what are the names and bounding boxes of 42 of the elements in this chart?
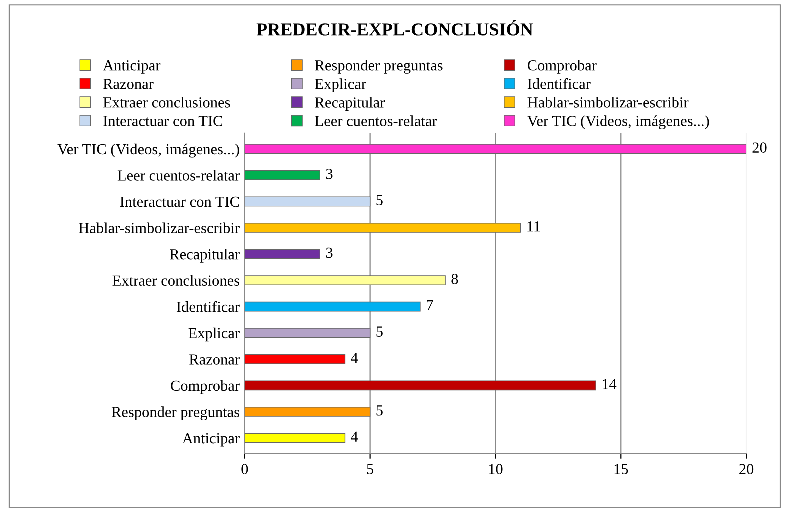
y-tick-label: Responder preguntas <box>112 406 240 421</box>
data-label: 5 <box>376 406 383 416</box>
legend-label: Hablar-simbolizar-escribir <box>528 97 689 108</box>
data-label: 4 <box>351 353 358 364</box>
y-tick-label: Comprobar <box>171 380 240 394</box>
data-label: 8 <box>452 274 458 284</box>
data-label: 14 <box>602 379 617 390</box>
legend-label: Comprobar <box>528 60 597 74</box>
y-tick-label: Anticipar <box>182 433 240 447</box>
x-tick-label: 20 <box>740 464 754 474</box>
x-tick-label: 5 <box>367 464 374 474</box>
y-tick-label: Explicar <box>188 328 240 342</box>
legend-label: Anticipar <box>103 60 161 74</box>
x-tick-label: 0 <box>242 464 248 474</box>
y-tick-label: Identificar <box>176 301 240 312</box>
legend-label: Extraer conclusiones <box>103 97 230 108</box>
data-label: 20 <box>752 142 767 153</box>
y-tick-label: Leer cuentos-relatar <box>118 170 240 181</box>
legend-label: Razonar <box>103 79 154 90</box>
chart-title: PREDECIR-EXPL-CONCLUSIÓN <box>256 20 534 36</box>
data-label: 11 <box>528 222 540 232</box>
y-tick-label: Razonar <box>190 354 240 365</box>
y-tick-label: Extraer conclusiones <box>112 275 240 286</box>
y-tick-label: Interactuar con TIC <box>120 196 240 208</box>
y-tick-label: Ver TIC (Videos, imágenes...) <box>58 144 240 158</box>
legend-label: Ver TIC (Videos, imágenes...) <box>528 116 710 130</box>
data-label: 3 <box>326 168 333 180</box>
legend-label: Identificar <box>528 78 591 90</box>
legend-label: Recapitular <box>315 97 386 111</box>
x-tick-label: 10 <box>489 464 503 474</box>
legend-label: Explicar <box>315 78 366 92</box>
y-tick-label: Hablar-simbolizar-escribir <box>79 222 240 234</box>
legend-label: Leer cuentos-relatar <box>315 116 438 126</box>
legend-label: Interactuar con TIC <box>104 116 222 126</box>
y-tick-label: Recapitular <box>170 248 240 263</box>
data-label: 7 <box>427 300 434 311</box>
data-label: 3 <box>326 248 333 258</box>
x-tick-label: 15 <box>614 464 628 474</box>
data-label: 4 <box>351 432 358 442</box>
legend-label: Responder preguntas <box>315 60 443 74</box>
data-label: 5 <box>376 195 383 206</box>
data-label: 5 <box>376 326 383 337</box>
